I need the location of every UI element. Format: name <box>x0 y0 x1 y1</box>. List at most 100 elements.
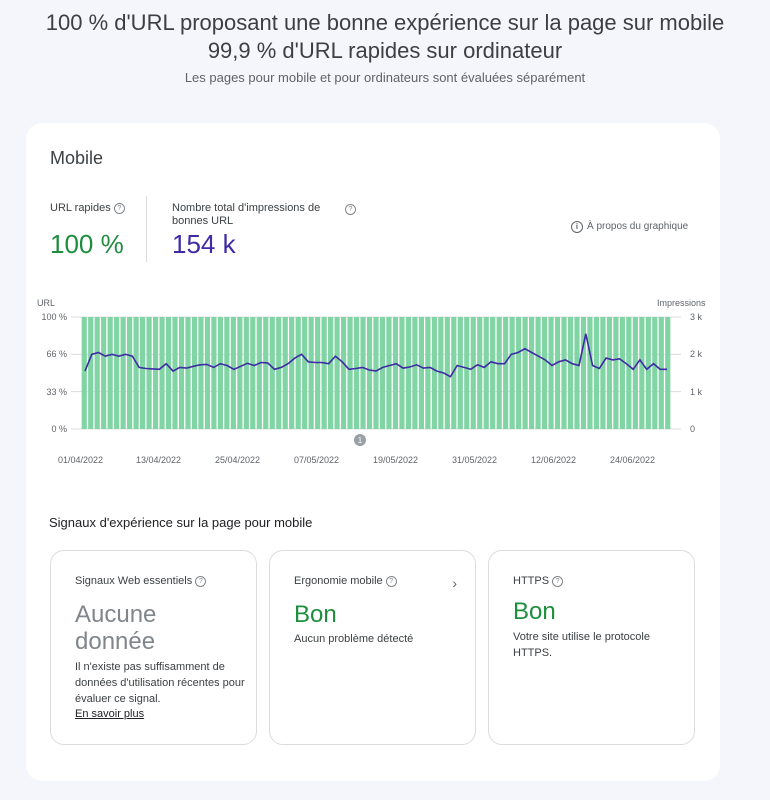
bar-url <box>490 317 496 429</box>
bar-url <box>444 317 450 429</box>
bar-url <box>120 317 126 429</box>
annotation-marker: 1 <box>354 434 366 446</box>
help-icon[interactable]: ? <box>345 204 356 215</box>
bar-url <box>470 317 476 429</box>
chart-plot: 1 <box>71 316 681 446</box>
bar-url <box>652 317 658 429</box>
annotation-label: 1 <box>358 436 363 445</box>
help-icon[interactable]: ? <box>552 575 564 587</box>
x-tick-label: 19/05/2022 <box>373 455 419 465</box>
x-tick-label: 01/04/2022 <box>58 455 104 465</box>
about-chart-link[interactable]: i À propos du graphique <box>571 221 688 233</box>
bar-url <box>340 317 347 429</box>
metric-divider <box>146 196 147 262</box>
bar-url <box>483 317 489 429</box>
bar-url <box>334 317 340 429</box>
bar-url <box>172 317 178 429</box>
bar-url <box>522 317 528 429</box>
y-tick-left: 100 % <box>41 312 67 322</box>
signal-card-https[interactable]: HTTPS ? Bon Votre site utilise le protoc… <box>488 550 695 745</box>
bar-url <box>593 317 600 429</box>
bar-url <box>600 317 606 429</box>
bar-url <box>88 317 94 429</box>
bar-url <box>587 317 593 429</box>
chevron-right-icon[interactable]: › <box>452 575 457 591</box>
signal-card-core-web-vitals[interactable]: Signaux Web essentiels ? Aucune donnée I… <box>50 550 257 745</box>
bar-url <box>81 317 87 429</box>
bar-url <box>204 317 211 429</box>
signal-status: Bon <box>294 601 337 628</box>
bar-url <box>457 317 463 429</box>
signal-status: Aucune donnée <box>75 601 157 655</box>
bar-url <box>101 317 107 429</box>
card-title: Mobile <box>50 148 104 168</box>
bar-url <box>282 317 288 429</box>
header-line-1: 100 % d'URL proposant une bonne expérien… <box>45 10 725 35</box>
bar-url <box>379 317 386 429</box>
bar-url <box>619 317 625 429</box>
bar-url <box>191 317 198 429</box>
bar-url <box>425 317 431 429</box>
bar-url <box>632 317 638 429</box>
signal-description: Aucun problème détecté <box>294 633 414 645</box>
help-icon[interactable]: ? <box>113 202 125 214</box>
y-tick-left: 33 % <box>46 387 67 397</box>
bar-url <box>503 317 509 429</box>
info-icon: i <box>571 221 583 233</box>
header-subtitle: Les pages pour mobile et pour ordinateur… <box>184 70 586 85</box>
about-chart-label: À propos du graphique <box>587 221 689 232</box>
annotation-dot <box>354 434 366 446</box>
bar-url <box>353 317 360 429</box>
metric-value-impressions: 154 k <box>172 229 236 259</box>
signal-description: Votre site utilise le protocole HTTPS. <box>513 631 650 659</box>
bar-url <box>211 317 217 429</box>
bar-url <box>613 317 619 429</box>
bar-url <box>418 317 424 429</box>
y-axis-label-right: Impressions <box>657 298 706 308</box>
bar-url <box>451 317 457 429</box>
y-tick-right: 2 k <box>690 349 703 359</box>
bar-url <box>256 317 262 429</box>
y-tick-left: 66 % <box>46 349 67 359</box>
bar-url <box>366 317 373 429</box>
bar-url <box>140 317 146 429</box>
bar-url <box>529 317 535 429</box>
header-line-2: 99,9 % d'URL rapides sur ordinateur <box>207 38 563 63</box>
bar-url <box>263 317 269 429</box>
metric-label-impressions: Nombre total d'impressions de bonnes URL <box>172 202 321 227</box>
bar-url <box>496 317 502 429</box>
x-tick-label: 13/04/2022 <box>136 455 182 465</box>
signal-description: Il n'existe pas suffisamment de données … <box>75 661 245 705</box>
bar-url <box>159 317 165 429</box>
signal-card-mobile-usability[interactable]: Ergonomie mobile ? › Bon Aucun problème … <box>269 550 476 745</box>
bar-url <box>269 317 275 429</box>
bar-url <box>217 317 223 429</box>
x-tick-label: 31/05/2022 <box>452 455 498 465</box>
bar-url <box>243 317 249 429</box>
bar-url <box>606 317 612 429</box>
bar-url <box>548 317 554 429</box>
bar-url <box>165 317 172 429</box>
signal-name: Signaux Web essentiels ? <box>75 575 207 587</box>
mobile-card: Mobile URL rapides ? 100 % Nombre total … <box>26 123 720 781</box>
bar-url <box>178 317 185 429</box>
bar-url <box>127 317 133 429</box>
line-impressions <box>84 333 667 378</box>
bar-url <box>373 317 379 429</box>
bar-url <box>477 317 483 429</box>
signals-title: Signaux d'expérience sur la page pour mo… <box>49 515 313 530</box>
bar-url <box>114 317 120 429</box>
help-icon[interactable]: ? <box>195 575 207 587</box>
help-icon[interactable]: ? <box>385 575 397 587</box>
bar-url <box>626 317 632 429</box>
bar-url <box>133 317 139 429</box>
metric-value-fast-urls: 100 % <box>50 229 124 259</box>
y-tick-right: 3 k <box>690 312 703 322</box>
bar-url <box>250 317 256 429</box>
bar-url <box>152 317 159 429</box>
learn-more-link[interactable]: En savoir plus <box>75 708 145 720</box>
bar-url <box>509 317 515 429</box>
bar-url <box>94 317 100 429</box>
bar-url <box>567 317 574 429</box>
x-tick-label: 25/04/2022 <box>215 455 261 465</box>
